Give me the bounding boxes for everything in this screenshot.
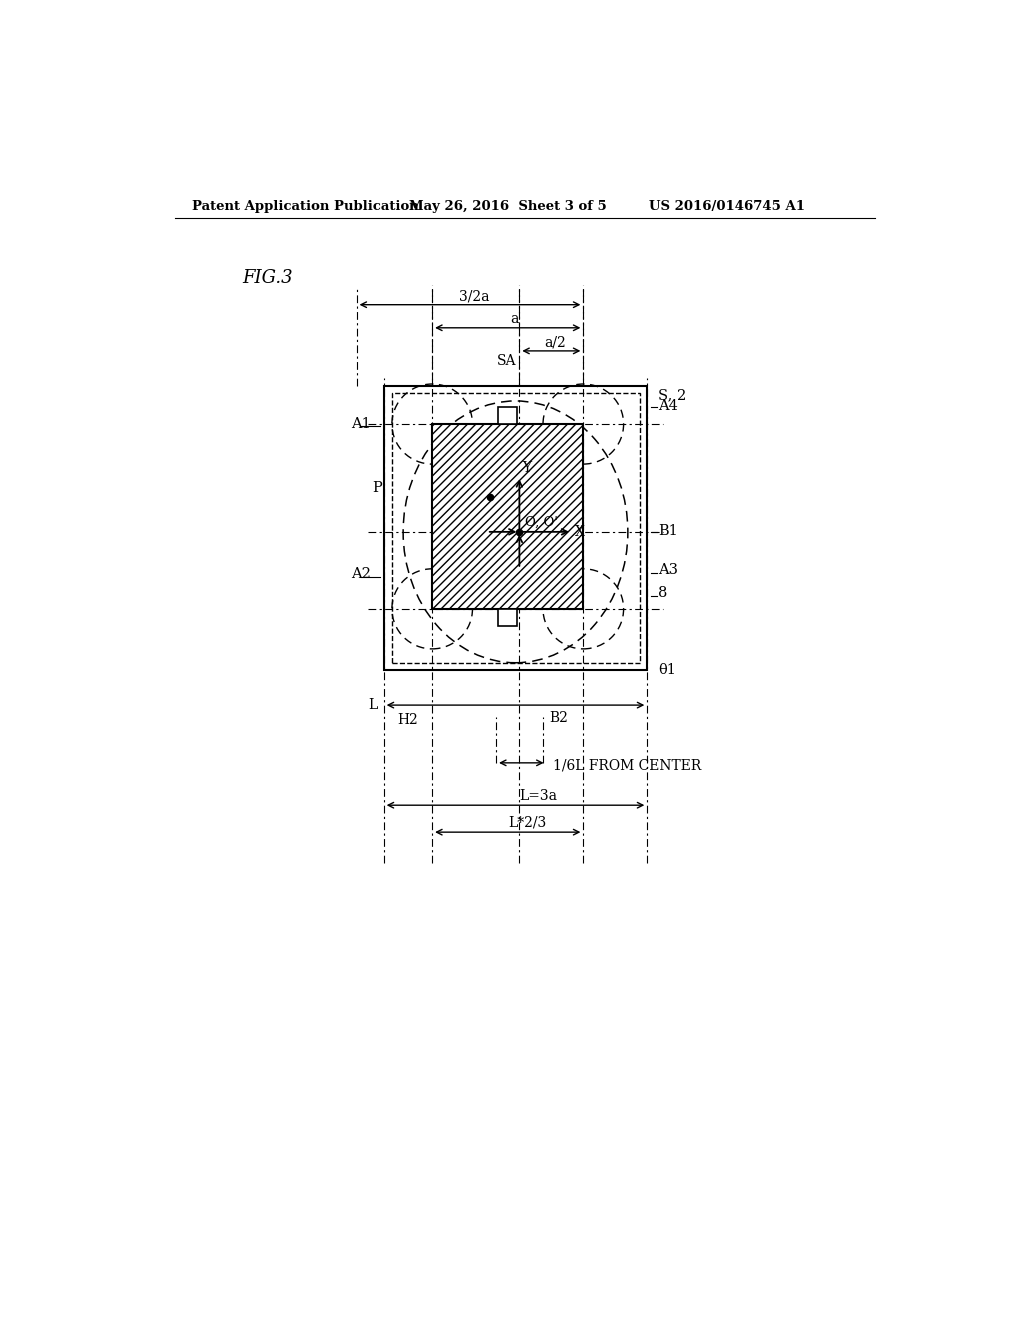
Text: B2: B2 [549,711,567,725]
Text: US 2016/0146745 A1: US 2016/0146745 A1 [649,199,805,213]
Text: Y: Y [522,461,531,475]
Bar [498,407,517,424]
Bar [391,393,640,663]
Text: May 26, 2016  Sheet 3 of 5: May 26, 2016 Sheet 3 of 5 [409,199,606,213]
Text: A2: A2 [351,568,371,581]
Text: 3/2a: 3/2a [459,289,489,304]
Text: θ1: θ1 [658,664,676,677]
Bar [498,609,517,626]
Text: Patent Application Publication: Patent Application Publication [191,199,418,213]
Text: A4: A4 [658,399,678,413]
Text: 8: 8 [658,586,668,601]
Text: 1/6L FROM CENTER: 1/6L FROM CENTER [553,758,701,772]
Text: O, O': O, O' [524,516,558,529]
Text: B1: B1 [658,524,678,539]
Bar [384,385,647,671]
Text: A3: A3 [658,564,678,577]
Text: X: X [575,525,585,540]
Text: L*2/3: L*2/3 [508,816,546,830]
Text: FIG.3: FIG.3 [243,269,293,286]
Text: A1: A1 [351,417,371,430]
Bar [432,424,584,609]
Text: P: P [372,480,382,495]
Text: L: L [369,698,378,711]
Text: SA: SA [497,354,516,368]
Text: S, 2: S, 2 [658,388,686,403]
Text: a: a [510,313,518,326]
Text: L=3a: L=3a [520,789,558,803]
Text: a/2: a/2 [545,335,566,350]
Text: H2: H2 [397,713,419,727]
